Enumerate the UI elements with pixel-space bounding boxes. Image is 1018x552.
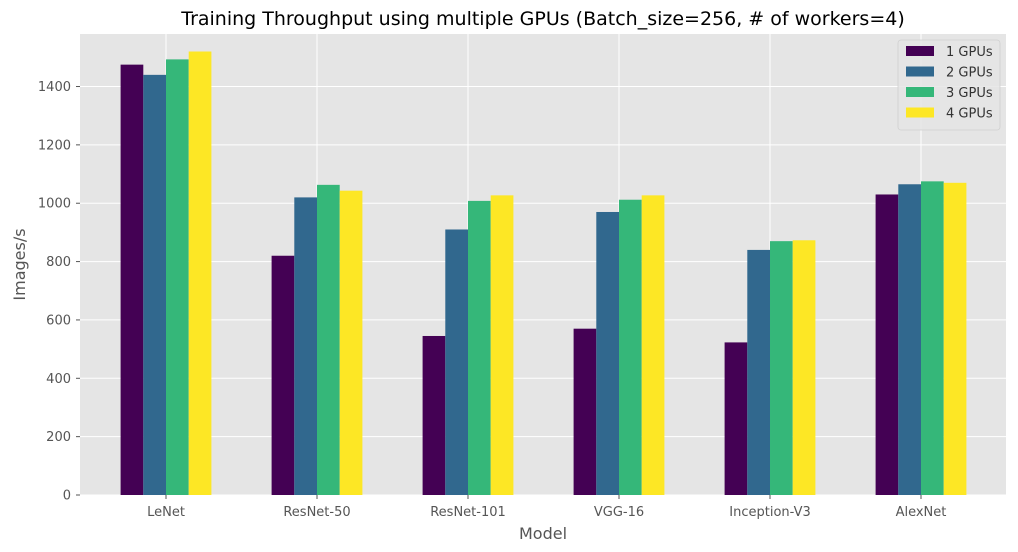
y-axis-label: Images/s: [10, 228, 29, 300]
bars: [120, 51, 967, 496]
bar-2-gpus-resnet-101: [445, 229, 468, 495]
bar-4-gpus-vgg-16: [641, 195, 665, 495]
y-tick-label: 0: [63, 489, 71, 504]
y-tick-label: 1400: [38, 80, 71, 95]
legend-label: 3 GPUs: [946, 86, 993, 101]
legend-swatch: [906, 107, 934, 118]
x-tick-label: Inception-V3: [729, 505, 810, 520]
x-tick-label: AlexNet: [896, 505, 947, 520]
bar-4-gpus-resnet-50: [339, 190, 363, 495]
bar-4-gpus-alexnet: [943, 182, 967, 495]
legend-label: 4 GPUs: [946, 107, 993, 122]
y-tick-label: 800: [46, 255, 71, 270]
bar-3-gpus-lenet: [166, 59, 189, 495]
bar-3-gpus-alexnet: [921, 181, 944, 495]
bar-1-gpus-resnet-50: [271, 255, 295, 495]
bar-4-gpus-resnet-101: [490, 195, 514, 495]
bar-1-gpus-alexnet: [875, 194, 899, 496]
y-tick-label: 200: [46, 430, 71, 445]
bar-2-gpus-lenet: [143, 74, 166, 496]
bar-1-gpus-lenet: [120, 64, 144, 495]
bar-4-gpus-lenet: [188, 51, 212, 496]
plot-area: [80, 34, 1006, 495]
legend-label: 2 GPUs: [946, 66, 993, 81]
bar-4-gpus-inception-v3: [792, 240, 816, 495]
y-tick-label: 1200: [38, 138, 71, 153]
bar-3-gpus-inception-v3: [770, 241, 793, 495]
legend-label: 1 GPUs: [946, 45, 993, 60]
y-tick-label: 600: [46, 313, 71, 328]
x-tick-label: VGG-16: [594, 505, 644, 520]
bar-2-gpus-resnet-50: [294, 197, 317, 496]
bar-2-gpus-inception-v3: [747, 249, 770, 495]
bar-2-gpus-vgg-16: [596, 211, 619, 495]
legend: 1 GPUs 2 GPUs 3 GPUs 4 GPUs: [897, 39, 1001, 131]
bar-3-gpus-vgg-16: [619, 199, 642, 496]
bar-1-gpus-resnet-101: [422, 335, 446, 495]
x-tick-label: LeNet: [147, 505, 185, 520]
chart-title: Training Throughput using multiple GPUs …: [180, 8, 905, 30]
x-tick-label: ResNet-101: [430, 505, 506, 520]
x-axis-label: Model: [519, 524, 567, 543]
legend-swatch: [906, 46, 934, 56]
y-tick-label: 400: [46, 372, 71, 387]
x-axis-ticks: LeNet ResNet-50 ResNet-101 VGG-16 Inception-…: [147, 495, 946, 520]
bar-1-gpus-vgg-16: [573, 328, 597, 495]
legend-swatch: [906, 87, 934, 97]
bar-2-gpus-alexnet: [898, 184, 921, 495]
bar-3-gpus-resnet-101: [468, 200, 491, 495]
y-tick-label: 1000: [38, 197, 71, 212]
bar-1-gpus-inception-v3: [724, 342, 748, 495]
bar-3-gpus-resnet-50: [317, 184, 340, 496]
x-tick-label: ResNet-50: [283, 505, 350, 520]
y-axis-ticks: 0 200 400 600 800 1000 1200 1400: [38, 80, 80, 504]
legend-swatch: [906, 66, 934, 77]
